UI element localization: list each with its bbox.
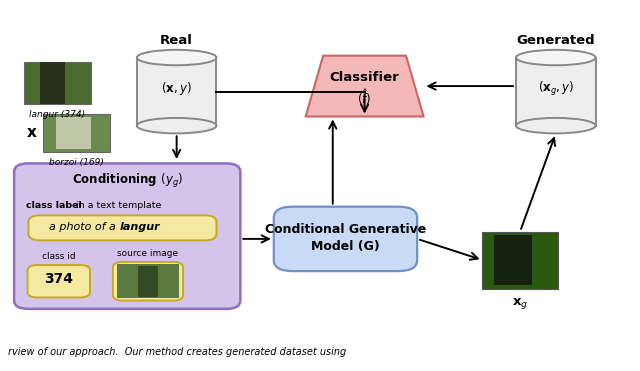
Text: Conditioning $(y_g)$: Conditioning $(y_g)$ <box>72 172 183 190</box>
Text: $(\mathbf{x}_g, y)$: $(\mathbf{x}_g, y)$ <box>538 80 574 98</box>
Bar <box>43 114 109 152</box>
Ellipse shape <box>516 118 596 134</box>
Text: Real: Real <box>160 34 193 47</box>
FancyBboxPatch shape <box>28 215 216 240</box>
Text: a photo of a: a photo of a <box>49 222 119 232</box>
Bar <box>116 264 179 298</box>
Text: rview of our approach.  Our method creates generated dataset using: rview of our approach. Our method create… <box>8 347 346 357</box>
Ellipse shape <box>137 50 216 65</box>
Text: in a text template: in a text template <box>73 201 161 210</box>
FancyBboxPatch shape <box>28 265 90 298</box>
Text: $(\mathbf{x}, y)$: $(\mathbf{x}, y)$ <box>161 80 192 97</box>
Text: Classifier: Classifier <box>330 72 399 85</box>
Text: langur (374): langur (374) <box>29 110 85 119</box>
Text: source image: source image <box>117 249 179 258</box>
Text: 374: 374 <box>44 272 73 286</box>
Bar <box>483 232 557 289</box>
Bar <box>494 235 532 285</box>
Bar <box>138 266 157 297</box>
Bar <box>56 117 91 149</box>
FancyBboxPatch shape <box>14 163 241 309</box>
FancyBboxPatch shape <box>274 207 417 271</box>
Ellipse shape <box>516 50 596 65</box>
Bar <box>24 62 91 105</box>
Text: borzoi (169): borzoi (169) <box>49 158 104 167</box>
Text: Conditional Generative: Conditional Generative <box>265 223 426 236</box>
Text: class id: class id <box>42 252 76 261</box>
FancyBboxPatch shape <box>113 262 183 301</box>
Text: $\mathbf{x}_g$: $\mathbf{x}_g$ <box>512 296 528 311</box>
Bar <box>137 58 216 126</box>
Bar <box>516 58 596 126</box>
Text: Model (G): Model (G) <box>311 240 380 253</box>
Text: $(\hat{f})$: $(\hat{f})$ <box>358 87 372 107</box>
Text: Generated: Generated <box>516 34 595 47</box>
Text: $\mathbf{x}$: $\mathbf{x}$ <box>26 125 38 140</box>
Bar <box>40 62 65 105</box>
Text: langur: langur <box>119 222 160 232</box>
Ellipse shape <box>137 118 216 134</box>
Polygon shape <box>306 56 424 116</box>
Text: class label: class label <box>26 201 81 210</box>
